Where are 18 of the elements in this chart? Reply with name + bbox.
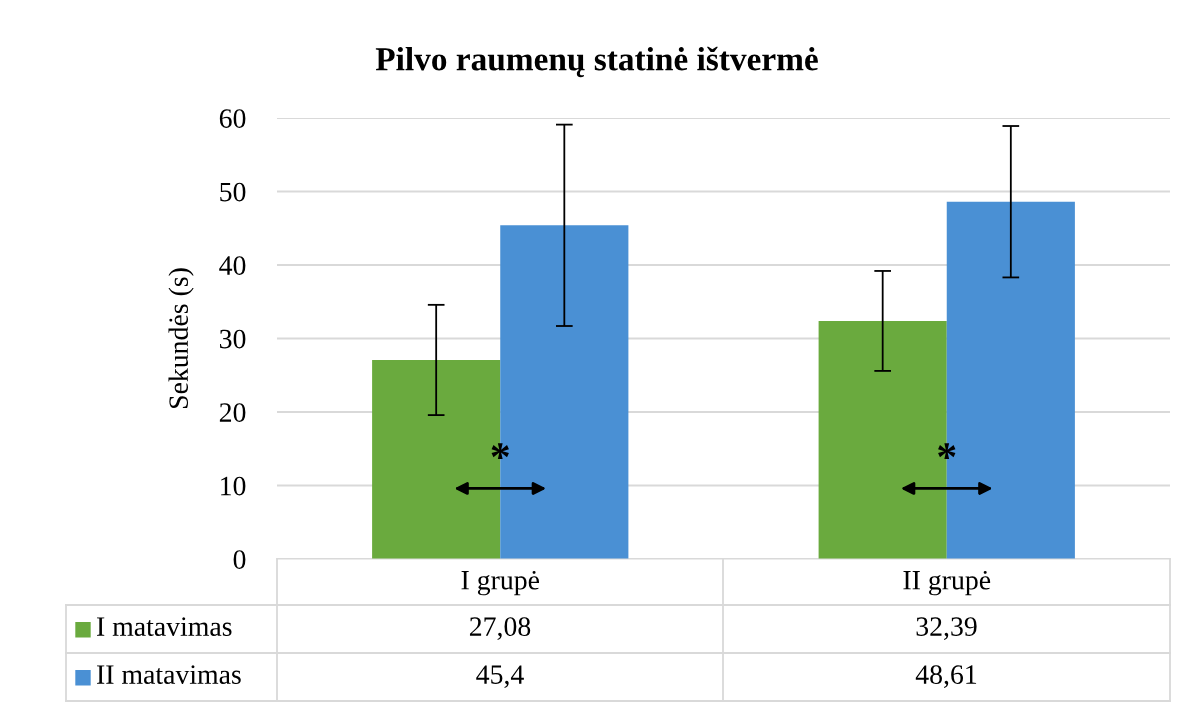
x-tick-label: II grupė [903,570,991,596]
x-tick-label: I grupė [461,570,540,596]
chart-title: Pilvo raumenų statinė ištvermė [375,46,818,78]
y-axis-title: Sekundės (s) [168,268,194,409]
data-label: 32,39 [916,617,977,640]
legend-label: II matavimas [97,665,241,684]
data-label: 48,61 [915,665,977,688]
y-tick-label: 20 [219,403,246,422]
y-tick-label: 10 [221,476,246,496]
y-tick-label: 40 [219,256,246,275]
y-tick-label: 30 [219,329,246,349]
legend-label: I matavimas [97,617,232,636]
annotation: * [491,443,509,459]
y-tick-label: 50 [220,182,246,202]
y-tick-label: 0 [233,550,246,569]
data-label: 45,4 [476,665,524,688]
data-label: 27,08 [469,617,531,640]
y-tick-label: 60 [219,109,246,128]
